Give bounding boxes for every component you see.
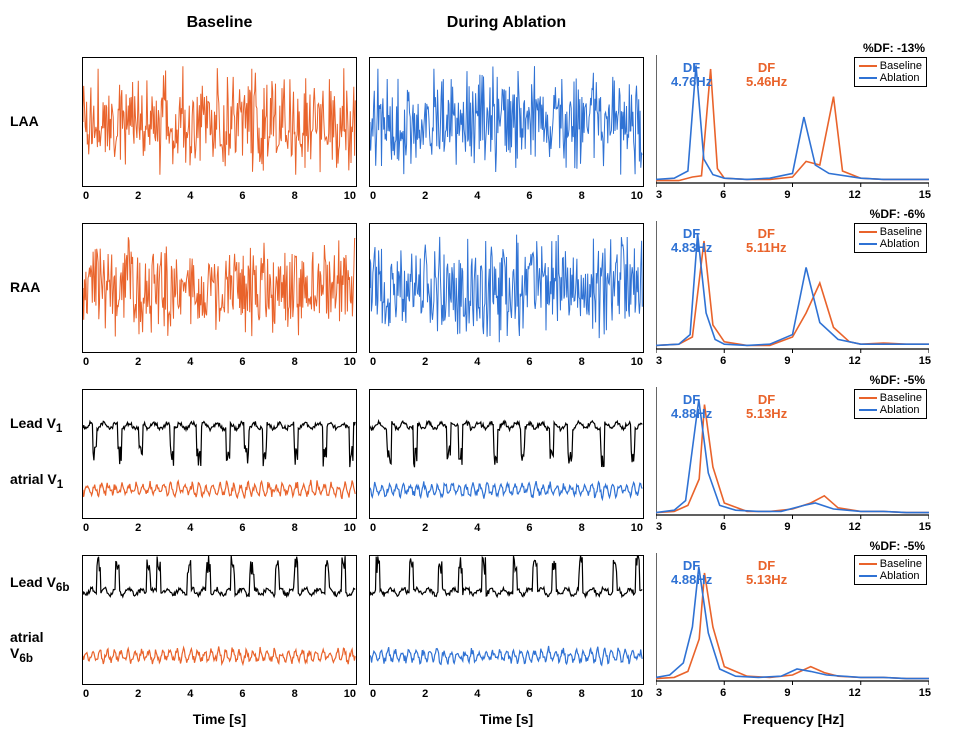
- pct-df-label: %DF: -13%: [863, 41, 925, 55]
- time-series-panel: 0246810: [82, 223, 357, 353]
- time-series-panel: 0246810: [369, 389, 644, 519]
- df-ablation-label: DF4.88Hz: [671, 559, 712, 586]
- legend: BaselineAblation: [854, 389, 927, 419]
- legend: BaselineAblation: [854, 223, 927, 253]
- pct-df-label: %DF: -5%: [870, 539, 925, 553]
- row-label: Lead V1atrial V1: [10, 416, 70, 491]
- spectrum-panel: DF4.83HzDF5.11Hz%DF: -6%BaselineAblation…: [656, 213, 931, 363]
- df-ablation-label: DF4.88Hz: [671, 393, 712, 420]
- spectrum-panel: DF4.88HzDF5.13Hz%DF: -5%BaselineAblation…: [656, 379, 931, 529]
- df-baseline-label: DF5.46Hz: [746, 61, 787, 88]
- pct-df-label: %DF: -6%: [870, 207, 925, 221]
- df-ablation-label: DF4.76Hz: [671, 61, 712, 88]
- df-baseline-label: DF5.13Hz: [746, 559, 787, 586]
- df-baseline-label: DF5.13Hz: [746, 393, 787, 420]
- time-axis-label: Time [s]: [82, 711, 357, 727]
- spectrum-panel: DF4.76HzDF5.46Hz%DF: -13%BaselineAblatio…: [656, 47, 931, 197]
- time-series-panel: 0246810: [369, 57, 644, 187]
- col-header-ablation: During Ablation: [369, 14, 644, 32]
- time-series-panel: 0246810: [82, 57, 357, 187]
- time-series-panel: 0246810: [82, 389, 357, 519]
- spectrum-panel: DF4.88HzDF5.13Hz%DF: -5%BaselineAblation…: [656, 545, 931, 695]
- time-axis-label: Time [s]: [369, 711, 644, 727]
- pct-df-label: %DF: -5%: [870, 373, 925, 387]
- legend: BaselineAblation: [854, 555, 927, 585]
- df-ablation-label: DF4.83Hz: [671, 227, 712, 254]
- df-baseline-label: DF5.11Hz: [746, 227, 786, 254]
- time-series-panel: 0246810: [82, 555, 357, 685]
- freq-axis-label: Frequency [Hz]: [656, 711, 931, 727]
- row-label: Lead V6batrial V6b: [10, 575, 70, 666]
- time-series-panel: 0246810: [369, 223, 644, 353]
- row-label: LAA: [10, 114, 70, 129]
- col-header-baseline: Baseline: [82, 14, 357, 32]
- time-series-panel: 0246810: [369, 555, 644, 685]
- legend: BaselineAblation: [854, 57, 927, 87]
- row-label: RAA: [10, 280, 70, 295]
